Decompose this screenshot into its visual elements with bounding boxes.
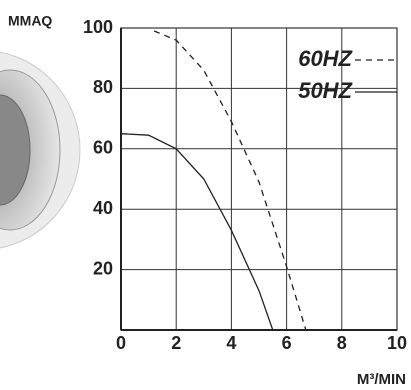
x-tick-label: 4 xyxy=(226,333,236,353)
x-tick-label: 0 xyxy=(116,333,126,353)
x-tick-label: 2 xyxy=(171,333,181,353)
x-axis-title: M³/MIN xyxy=(357,371,406,388)
data-line xyxy=(153,30,307,331)
fan-image xyxy=(0,51,81,249)
y-tick-label: 80 xyxy=(93,77,113,97)
x-tick-label: 6 xyxy=(282,333,292,353)
plot-frame xyxy=(120,27,398,331)
x-tick-label: 8 xyxy=(337,333,347,353)
y-tick-label: 40 xyxy=(93,198,113,218)
y-tick-label: 20 xyxy=(93,258,113,278)
data-line xyxy=(120,133,274,331)
legend-label: 60HZ xyxy=(298,46,353,71)
x-tick-label: 10 xyxy=(387,333,407,353)
y-tick-label: 100 xyxy=(83,17,113,37)
legend-label: 50HZ xyxy=(298,78,353,103)
y-tick-label: 60 xyxy=(93,138,113,158)
y-axis-title: MMAQ xyxy=(8,13,52,29)
